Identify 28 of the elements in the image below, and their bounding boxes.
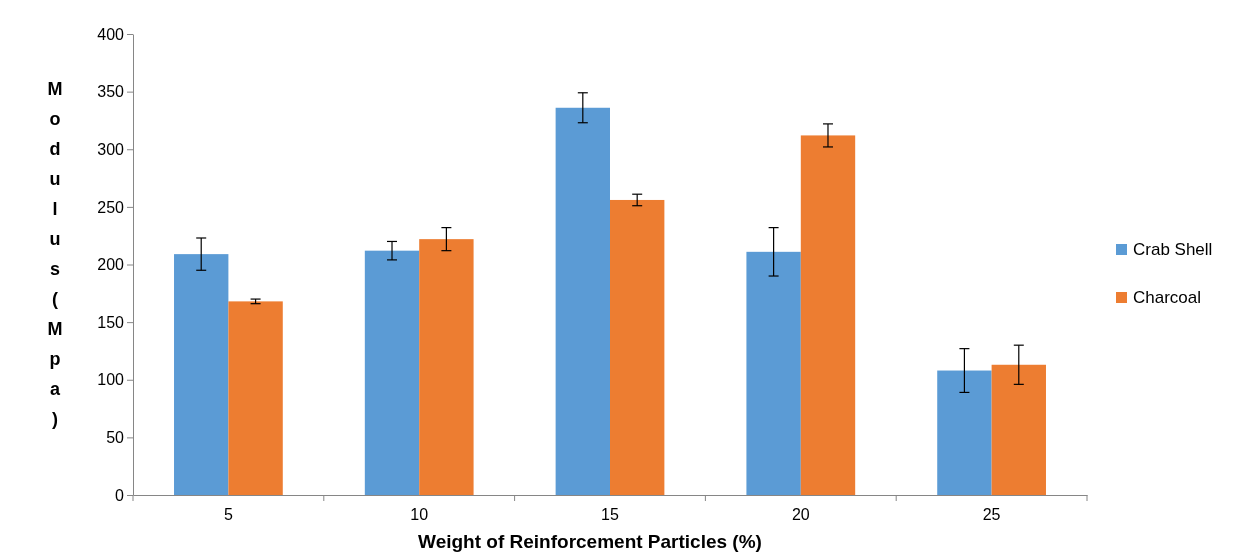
bar (174, 254, 229, 495)
y-tick-label: 250 (97, 198, 125, 216)
x-axis-title: Weight of Reinforcement Particles (%) (418, 531, 762, 552)
legend-label: Crab Shell (1133, 240, 1213, 259)
y-tick-label: 400 (97, 25, 125, 43)
x-tick-label: 25 (982, 506, 1001, 524)
y-tick-label: 50 (106, 428, 125, 446)
x-tick-label: 10 (410, 506, 429, 524)
bar (937, 370, 992, 495)
x-tick-label: 5 (223, 506, 233, 524)
bar (228, 301, 283, 495)
x-tick-label: 20 (791, 506, 810, 524)
bar (746, 251, 801, 495)
y-tick-label: 0 (115, 486, 125, 504)
bar (610, 199, 665, 495)
bar (800, 135, 856, 495)
bar (991, 364, 1046, 495)
text: Modulus (Mpa) (47, 79, 63, 429)
y-tick-label: 200 (97, 256, 125, 274)
bar (555, 107, 610, 495)
x-tick-label: 15 (601, 506, 619, 524)
bar (364, 250, 420, 495)
bar (419, 239, 474, 495)
legend-label: Charcoal (1133, 288, 1202, 307)
y-tick-label: 350 (97, 83, 125, 101)
y-tick-label: 300 (97, 140, 125, 158)
y-tick-label: 150 (97, 313, 125, 331)
y-tick-label: 100 (97, 371, 125, 389)
